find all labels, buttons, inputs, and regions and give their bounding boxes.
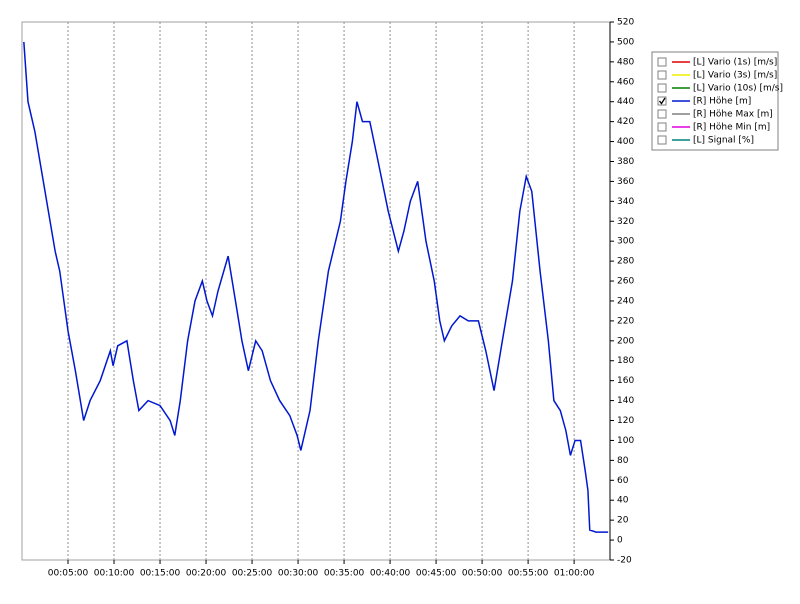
- legend-label: [L] Vario (3s) [m/s]: [693, 71, 777, 81]
- legend-checkbox[interactable]: [657, 109, 667, 119]
- y-tick-label: 200: [617, 336, 634, 346]
- y-tick-label: 460: [617, 77, 634, 87]
- x-tick-label: 00:20:00: [186, 569, 227, 579]
- y-tick-label: 440: [617, 97, 634, 107]
- y-tick-label: 160: [617, 376, 634, 386]
- x-tick-label: 01:00:00: [554, 569, 595, 579]
- x-tick-label: 00:50:00: [462, 569, 503, 579]
- legend-checkbox[interactable]: [657, 57, 667, 67]
- x-tick-label: 00:25:00: [232, 569, 273, 579]
- y-tick-label: 220: [617, 316, 634, 326]
- y-tick-label: 400: [617, 137, 634, 147]
- legend-label: [L] Vario (1s) [m/s]: [693, 58, 777, 68]
- y-tick-label: 100: [617, 436, 634, 446]
- legend-checkbox[interactable]: [657, 96, 667, 106]
- y-tick-label: -20: [617, 556, 632, 566]
- legend-label: [L] Vario (10s) [m/s]: [693, 84, 783, 94]
- plot-area: [21, 21, 611, 561]
- y-tick-label: 20: [617, 516, 629, 526]
- y-tick-label: 260: [617, 277, 634, 287]
- y-tick-label: 40: [617, 496, 629, 506]
- y-tick-label: 300: [617, 237, 634, 247]
- x-tick-label: 00:15:00: [140, 569, 181, 579]
- y-tick-label: 60: [617, 476, 629, 486]
- line: [23, 41, 609, 533]
- legend-checkbox[interactable]: [657, 83, 667, 93]
- y-tick-label: 380: [617, 157, 634, 167]
- y-tick-label: 140: [617, 396, 634, 406]
- y-tick-label: 480: [617, 57, 634, 67]
- x-tick-label: 00:05:00: [48, 569, 89, 579]
- y-tick-label: 420: [617, 117, 634, 127]
- legend-checkbox[interactable]: [657, 70, 667, 80]
- y-tick-label: 340: [617, 197, 634, 207]
- legend-checkbox[interactable]: [657, 122, 667, 132]
- y-tick-label: 500: [617, 37, 634, 47]
- y-tick-label: 280: [617, 257, 634, 267]
- y-tick-label: 120: [617, 416, 634, 426]
- y-tick-label: 360: [617, 177, 634, 187]
- y-tick-label: 80: [617, 456, 629, 466]
- x-tick-label: 00:45:00: [416, 569, 457, 579]
- legend-label: [R] Höhe [m]: [693, 97, 751, 107]
- x-tick-label: 00:55:00: [508, 569, 549, 579]
- y-tick-label: 320: [617, 217, 634, 227]
- legend-label: [R] Höhe Min [m]: [693, 123, 770, 133]
- x-tick-label: 00:40:00: [370, 569, 411, 579]
- legend-checkbox[interactable]: [657, 135, 667, 145]
- y-tick-label: 0: [617, 536, 623, 546]
- y-tick-label: 240: [617, 296, 634, 306]
- y-tick-label: 180: [617, 356, 634, 366]
- x-tick-label: 00:30:00: [278, 569, 319, 579]
- y-tick-label: 520: [617, 18, 634, 28]
- legend-label: [L] Signal [%]: [693, 136, 754, 146]
- x-tick-label: 00:10:00: [94, 569, 135, 579]
- x-tick-label: 00:35:00: [324, 569, 365, 579]
- legend-check: [658, 97, 666, 105]
- legend-label: [R] Höhe Max [m]: [693, 110, 773, 120]
